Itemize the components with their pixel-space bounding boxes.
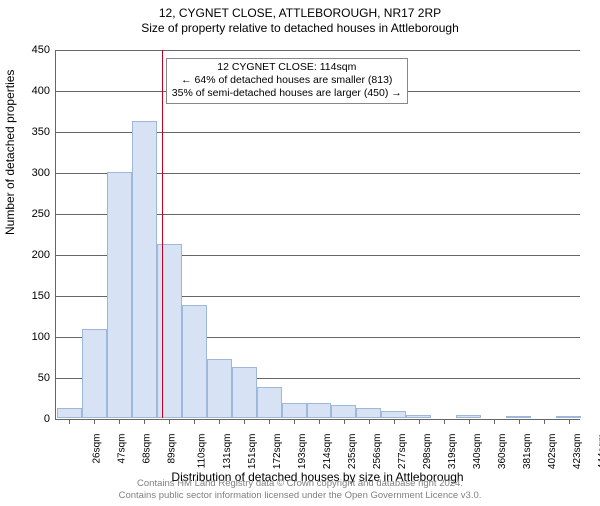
- y-tick-label: 100: [20, 331, 50, 343]
- x-tick-label: 423sqm: [572, 434, 583, 470]
- x-tick-label: 277sqm: [397, 434, 408, 470]
- x-tick-mark: [119, 420, 120, 424]
- x-tick-label: 360sqm: [497, 434, 508, 470]
- x-tick-label: 381sqm: [522, 434, 533, 470]
- x-tick-mark: [544, 420, 545, 424]
- x-tick-label: 26sqm: [92, 434, 103, 464]
- x-tick-mark: [419, 420, 420, 424]
- histogram-bar: [157, 244, 182, 418]
- x-tick-label: 402sqm: [547, 434, 558, 470]
- x-tick-label: 89sqm: [167, 434, 178, 464]
- marker-line: [162, 50, 163, 418]
- histogram-bar: [107, 172, 132, 418]
- histogram-bar: [132, 121, 157, 418]
- x-tick-mark: [194, 420, 195, 424]
- histogram-bar: [356, 408, 381, 418]
- x-tick-mark: [394, 420, 395, 424]
- histogram-bar: [207, 359, 232, 418]
- histogram-bar: [82, 329, 107, 418]
- gridline-h: [56, 50, 580, 51]
- x-tick-mark: [569, 420, 570, 424]
- y-axis-label: Number of detached properties: [3, 70, 17, 235]
- y-tick-label: 150: [20, 290, 50, 302]
- y-tick-label: 350: [20, 126, 50, 138]
- histogram-bar: [307, 403, 332, 418]
- x-tick-label: 235sqm: [347, 434, 358, 470]
- footer-line-1: Contains HM Land Registry data © Crown c…: [0, 478, 600, 490]
- annotation-line: ← 64% of detached houses are smaller (81…: [172, 74, 402, 87]
- histogram-bar: [406, 415, 431, 418]
- x-tick-mark: [219, 420, 220, 424]
- y-tick-label: 250: [20, 208, 50, 220]
- histogram-bar: [282, 403, 307, 418]
- histogram-bar: [456, 415, 481, 418]
- plot-area: 26sqm47sqm68sqm89sqm110sqm131sqm151sqm17…: [55, 50, 580, 420]
- footer-attribution: Contains HM Land Registry data © Crown c…: [0, 478, 600, 502]
- x-tick-mark: [69, 420, 70, 424]
- x-tick-mark: [494, 420, 495, 424]
- histogram-bar: [381, 411, 406, 418]
- footer-line-3: Contains public sector information licen…: [0, 490, 600, 502]
- x-tick-mark: [319, 420, 320, 424]
- histogram-bar: [182, 305, 207, 418]
- x-tick-mark: [244, 420, 245, 424]
- x-tick-mark: [94, 420, 95, 424]
- x-tick-label: 319sqm: [447, 434, 458, 470]
- histogram-bar: [556, 416, 581, 418]
- annotation-box: 12 CYGNET CLOSE: 114sqm← 64% of detached…: [166, 58, 408, 103]
- annotation-line: 35% of semi-detached houses are larger (…: [172, 87, 402, 100]
- x-tick-mark: [169, 420, 170, 424]
- x-tick-label: 131sqm: [222, 434, 233, 470]
- y-tick-label: 200: [20, 249, 50, 261]
- y-tick-label: 450: [20, 44, 50, 56]
- annotation-line: 12 CYGNET CLOSE: 114sqm: [172, 61, 402, 74]
- x-tick-mark: [444, 420, 445, 424]
- x-tick-label: 172sqm: [272, 434, 283, 470]
- x-tick-label: 47sqm: [117, 434, 128, 464]
- x-tick-mark: [144, 420, 145, 424]
- x-tick-label: 298sqm: [422, 434, 433, 470]
- y-tick-label: 0: [20, 413, 50, 425]
- x-tick-mark: [294, 420, 295, 424]
- x-tick-label: 340sqm: [472, 434, 483, 470]
- x-tick-mark: [519, 420, 520, 424]
- x-tick-label: 151sqm: [247, 434, 258, 470]
- y-tick-label: 50: [20, 372, 50, 384]
- chart-area: Number of detached properties 26sqm47sqm…: [55, 50, 580, 420]
- histogram-bar: [331, 405, 356, 418]
- x-tick-label: 110sqm: [197, 434, 208, 469]
- y-tick-label: 300: [20, 167, 50, 179]
- histogram-bar: [232, 367, 257, 418]
- x-tick-mark: [344, 420, 345, 424]
- x-tick-label: 444sqm: [597, 434, 600, 470]
- chart-title-sub: Size of property relative to detached ho…: [0, 21, 600, 35]
- x-tick-label: 193sqm: [297, 434, 308, 470]
- x-tick-label: 214sqm: [322, 434, 333, 470]
- chart-title-main: 12, CYGNET CLOSE, ATTLEBOROUGH, NR17 2RP: [0, 6, 600, 20]
- x-tick-mark: [369, 420, 370, 424]
- y-tick-label: 400: [20, 85, 50, 97]
- histogram-bar: [257, 387, 282, 418]
- x-tick-label: 68sqm: [142, 434, 153, 464]
- histogram-bar: [506, 416, 531, 418]
- x-tick-mark: [469, 420, 470, 424]
- x-tick-label: 256sqm: [372, 434, 383, 470]
- histogram-bar: [57, 408, 82, 418]
- x-tick-mark: [269, 420, 270, 424]
